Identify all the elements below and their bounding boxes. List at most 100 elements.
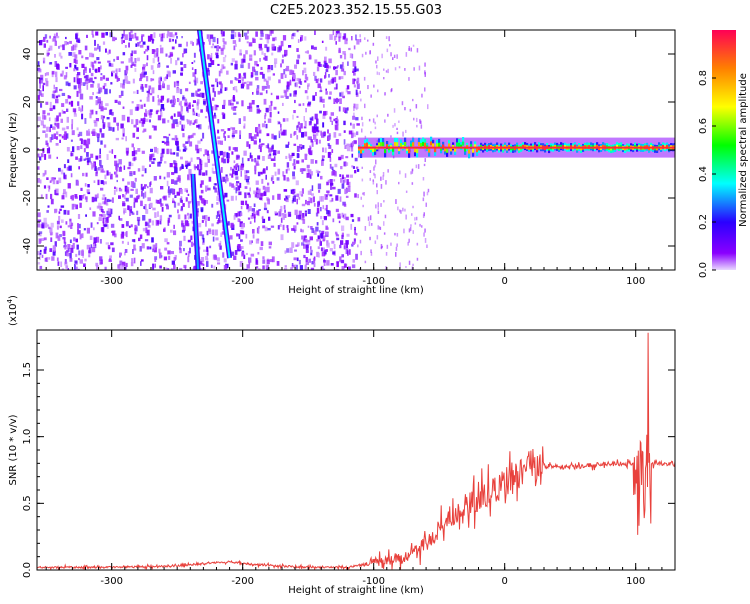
noise-speck [426, 191, 429, 196]
noise-speck [269, 66, 271, 73]
noise-speck [49, 45, 53, 51]
noise-speck [241, 251, 245, 257]
noise-speck [67, 183, 71, 189]
noise-speck [277, 111, 280, 114]
noise-speck [117, 78, 120, 81]
noise-speck [105, 199, 108, 205]
noise-speck [261, 51, 264, 55]
noise-speck [95, 262, 99, 267]
noise-speck [45, 80, 49, 87]
noise-speck [266, 37, 270, 44]
noise-speck [272, 73, 275, 76]
noise-speck [42, 130, 46, 133]
noise-speck [109, 255, 112, 259]
noise-speck [189, 247, 191, 254]
noise-speck [218, 81, 222, 84]
noise-speck [216, 52, 219, 59]
noise-speck [171, 179, 175, 184]
noise-speck [222, 113, 226, 119]
noise-speck [311, 228, 315, 233]
noise-speck [149, 202, 153, 208]
noise-speck [191, 67, 194, 70]
noise-speck [131, 151, 136, 157]
noise-speck [325, 69, 329, 73]
tone-band-core [458, 142, 461, 147]
noise-speck [277, 168, 281, 175]
noise-speck [298, 103, 302, 107]
noise-speck [92, 211, 96, 217]
noise-speck [208, 41, 211, 45]
noise-speck [283, 69, 286, 75]
noise-speck [325, 231, 328, 235]
noise-speck [96, 193, 99, 199]
noise-speck [394, 123, 396, 127]
noise-speck [323, 259, 326, 263]
noise-speck [360, 196, 362, 200]
noise-speck [319, 63, 322, 67]
noise-speck [253, 140, 257, 145]
noise-speck [127, 116, 130, 123]
noise-speck [105, 203, 109, 206]
noise-speck [283, 189, 288, 192]
noise-speck [56, 156, 58, 159]
noise-speck [116, 56, 119, 60]
noise-speck [412, 44, 415, 47]
noise-speck [99, 159, 102, 166]
noise-speck [308, 54, 312, 60]
noise-speck [352, 132, 356, 137]
noise-speck [253, 213, 256, 219]
noise-speck [190, 157, 193, 162]
noise-speck [245, 252, 248, 255]
noise-speck [102, 41, 106, 45]
noise-speck [124, 232, 126, 236]
tone-band-core [428, 148, 431, 153]
noise-speck [231, 127, 236, 130]
noise-speck [152, 263, 155, 270]
noise-speck [334, 76, 337, 83]
noise-speck [208, 37, 212, 42]
noise-speck [314, 113, 318, 120]
noise-speck [316, 251, 319, 257]
noise-speck [42, 57, 46, 64]
noise-speck [327, 65, 331, 69]
noise-speck [263, 78, 267, 82]
noise-speck [129, 109, 133, 116]
noise-speck [173, 98, 176, 103]
noise-speck [422, 197, 425, 202]
noise-speck [398, 120, 400, 123]
noise-speck [123, 210, 125, 215]
noise-speck [344, 188, 347, 195]
noise-speck [149, 187, 153, 194]
noise-speck [338, 76, 341, 80]
tone-band-core [468, 149, 471, 154]
noise-speck [243, 116, 246, 122]
noise-speck [298, 126, 301, 129]
noise-speck [241, 82, 245, 87]
noise-speck [309, 117, 313, 121]
noise-speck [37, 251, 40, 256]
noise-speck [335, 97, 339, 104]
noise-speck [248, 102, 252, 109]
noise-speck [159, 252, 162, 259]
noise-speck [336, 261, 339, 268]
noise-speck [345, 156, 349, 159]
noise-speck [335, 195, 339, 201]
noise-speck [342, 107, 346, 112]
noise-speck [294, 90, 297, 95]
noise-speck [129, 171, 133, 174]
tone-band-core [380, 142, 383, 147]
noise-speck [239, 134, 241, 139]
tone-band-core [412, 142, 415, 147]
noise-speck [163, 176, 166, 180]
noise-speck [125, 221, 129, 227]
noise-speck [294, 99, 296, 104]
noise-speck [230, 34, 235, 40]
noise-speck [230, 166, 233, 171]
noise-speck [98, 167, 100, 171]
noise-speck [208, 62, 212, 68]
noise-speck [265, 264, 269, 269]
noise-speck [304, 51, 307, 54]
noise-speck [141, 150, 145, 154]
tone-band-core [472, 148, 475, 153]
